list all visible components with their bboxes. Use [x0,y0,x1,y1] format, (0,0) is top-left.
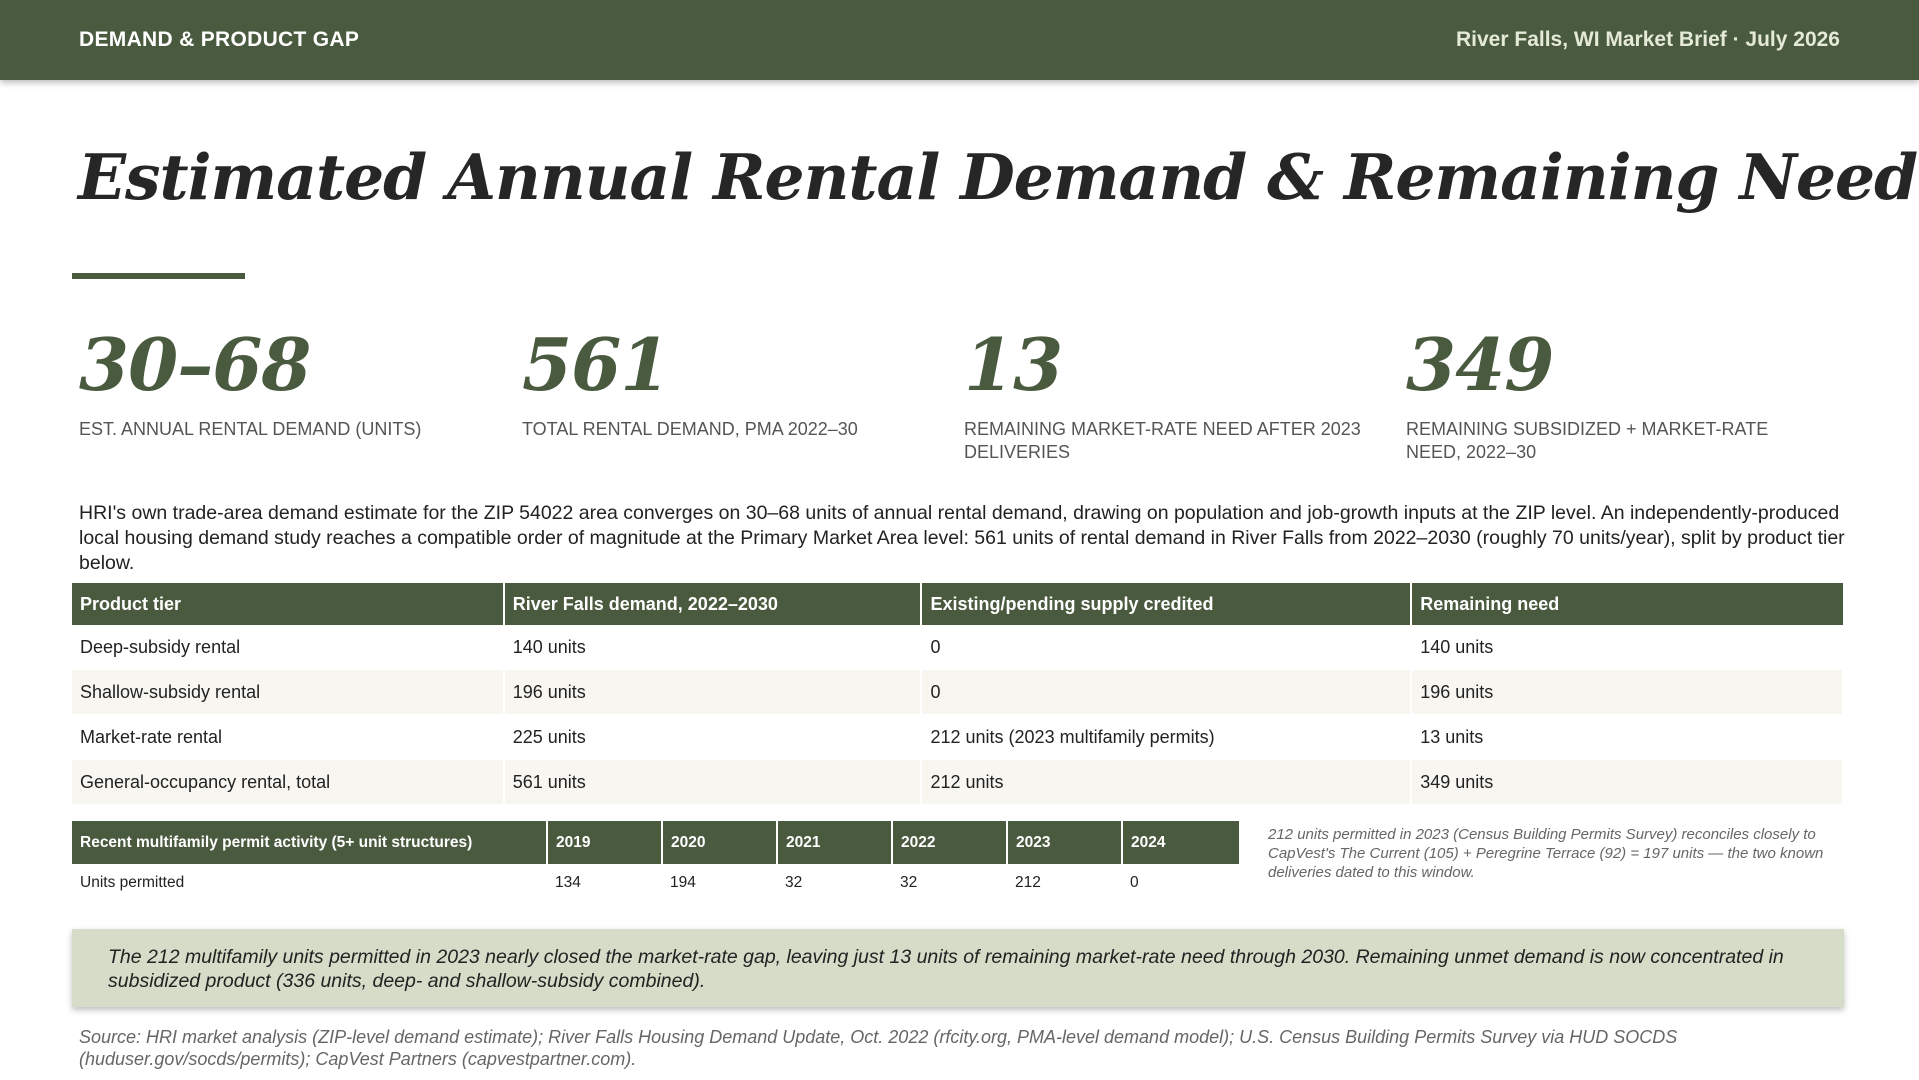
column-header: Existing/pending supply credited [921,583,1413,625]
kpi-annual-demand: 30–68 EST. ANNUAL RENTAL DEMAND (UNITS) [79,320,499,441]
kpi-value: 30–68 [79,322,311,407]
kpi-label: REMAINING SUBSIDIZED + MARKET-RATE NEED,… [1406,419,1769,462]
brief-label: River Falls, WI Market Brief · July 2026 [1456,28,1840,51]
table-cell: Units permitted [80,874,185,891]
table-row: Shallow-subsidy rental 196 units 0 196 u… [72,669,1844,715]
table-cell: Deep-subsidy rental [72,625,505,670]
kpi-label: REMAINING MARKET-RATE NEED AFTER 2023 DE… [964,419,1361,462]
kpi-label: TOTAL RENTAL DEMAND, PMA 2022–30 [522,419,858,439]
table-row: Market-rate rental 225 units 212 units (… [72,714,1844,760]
table-cell: 0 [1130,874,1139,891]
title-underline [72,273,245,279]
source-note: Source: HRI market analysis (ZIP-level d… [79,1027,1678,1069]
table-cell: 0 [921,669,1413,715]
table-cell: 561 units [503,759,923,805]
kpi-value: 561 [522,322,670,407]
kpi-label: EST. ANNUAL RENTAL DEMAND (UNITS) [79,419,422,439]
table-cell: General-occupancy rental, total [72,759,505,805]
demand-table: Product tier River Falls demand, 2022–20… [72,583,1844,805]
table-cell: 225 units [503,714,923,760]
column-header: 2021 [777,821,893,864]
table-cell: 140 units [1411,625,1844,670]
table-row: General-occupancy rental, total 561 unit… [72,759,1844,805]
table-cell: 140 units [503,625,923,670]
column-header: River Falls demand, 2022–2030 [503,583,923,625]
table-row: Deep-subsidy rental 140 units 0 140 unit… [72,625,1844,670]
column-header: 2024 [1122,821,1239,864]
table-cell: 32 [785,874,803,891]
intro-paragraph: HRI's own trade-area demand estimate for… [79,502,1845,574]
column-header: 2022 [892,821,1008,864]
table-row: Units permitted 134 194 32 32 212 0 [72,864,1239,902]
table-cell: 196 units [503,669,923,715]
table-cell: 349 units [1411,759,1844,805]
kpi-value: 349 [1406,322,1554,407]
column-header: 2023 [1007,821,1123,864]
table-cell: 212 units [921,759,1413,805]
column-header: Remaining need [1411,583,1843,625]
callout-text: The 212 multifamily units permitted in 2… [108,946,1784,992]
permit-note: 212 units permitted in 2023 (Census Buil… [1268,826,1824,881]
column-header: 2020 [662,821,778,864]
table-cell: 194 [670,874,696,891]
table-cell: Shallow-subsidy rental [72,669,505,715]
kpi-value: 13 [964,322,1063,407]
permit-table: Recent multifamily permit activity (5+ u… [72,821,1239,902]
column-header: Product tier [72,583,505,625]
table-header-row: Recent multifamily permit activity (5+ u… [72,821,1239,864]
table-cell: 196 units [1411,669,1844,715]
column-header: 2019 [547,821,663,864]
table-cell: 134 [555,874,581,891]
column-header: Recent multifamily permit activity (5+ u… [72,821,548,864]
kpi-market-rate-need: 13 REMAINING MARKET-RATE NEED AFTER 2023… [964,320,1384,464]
table-header-row: Product tier River Falls demand, 2022–20… [72,583,1843,625]
page-title: Estimated Annual Rental Demand & Remaini… [78,140,1918,214]
table-cell: 32 [900,874,918,891]
callout-box: The 212 multifamily units permitted in 2… [72,929,1844,1007]
table-cell: 212 units (2023 multifamily permits) [921,714,1413,760]
table-cell: 13 units [1411,714,1844,760]
table-cell: Market-rate rental [72,714,505,760]
kpi-remaining-need: 349 REMAINING SUBSIDIZED + MARKET-RATE N… [1406,320,1826,464]
table-cell: 212 [1015,874,1041,891]
top-bar: DEMAND & PRODUCT GAP River Falls, WI Mar… [0,0,1919,80]
table-cell: 0 [921,625,1413,670]
section-label: DEMAND & PRODUCT GAP [79,28,360,51]
kpi-total-demand: 561 TOTAL RENTAL DEMAND, PMA 2022–30 [522,320,942,441]
